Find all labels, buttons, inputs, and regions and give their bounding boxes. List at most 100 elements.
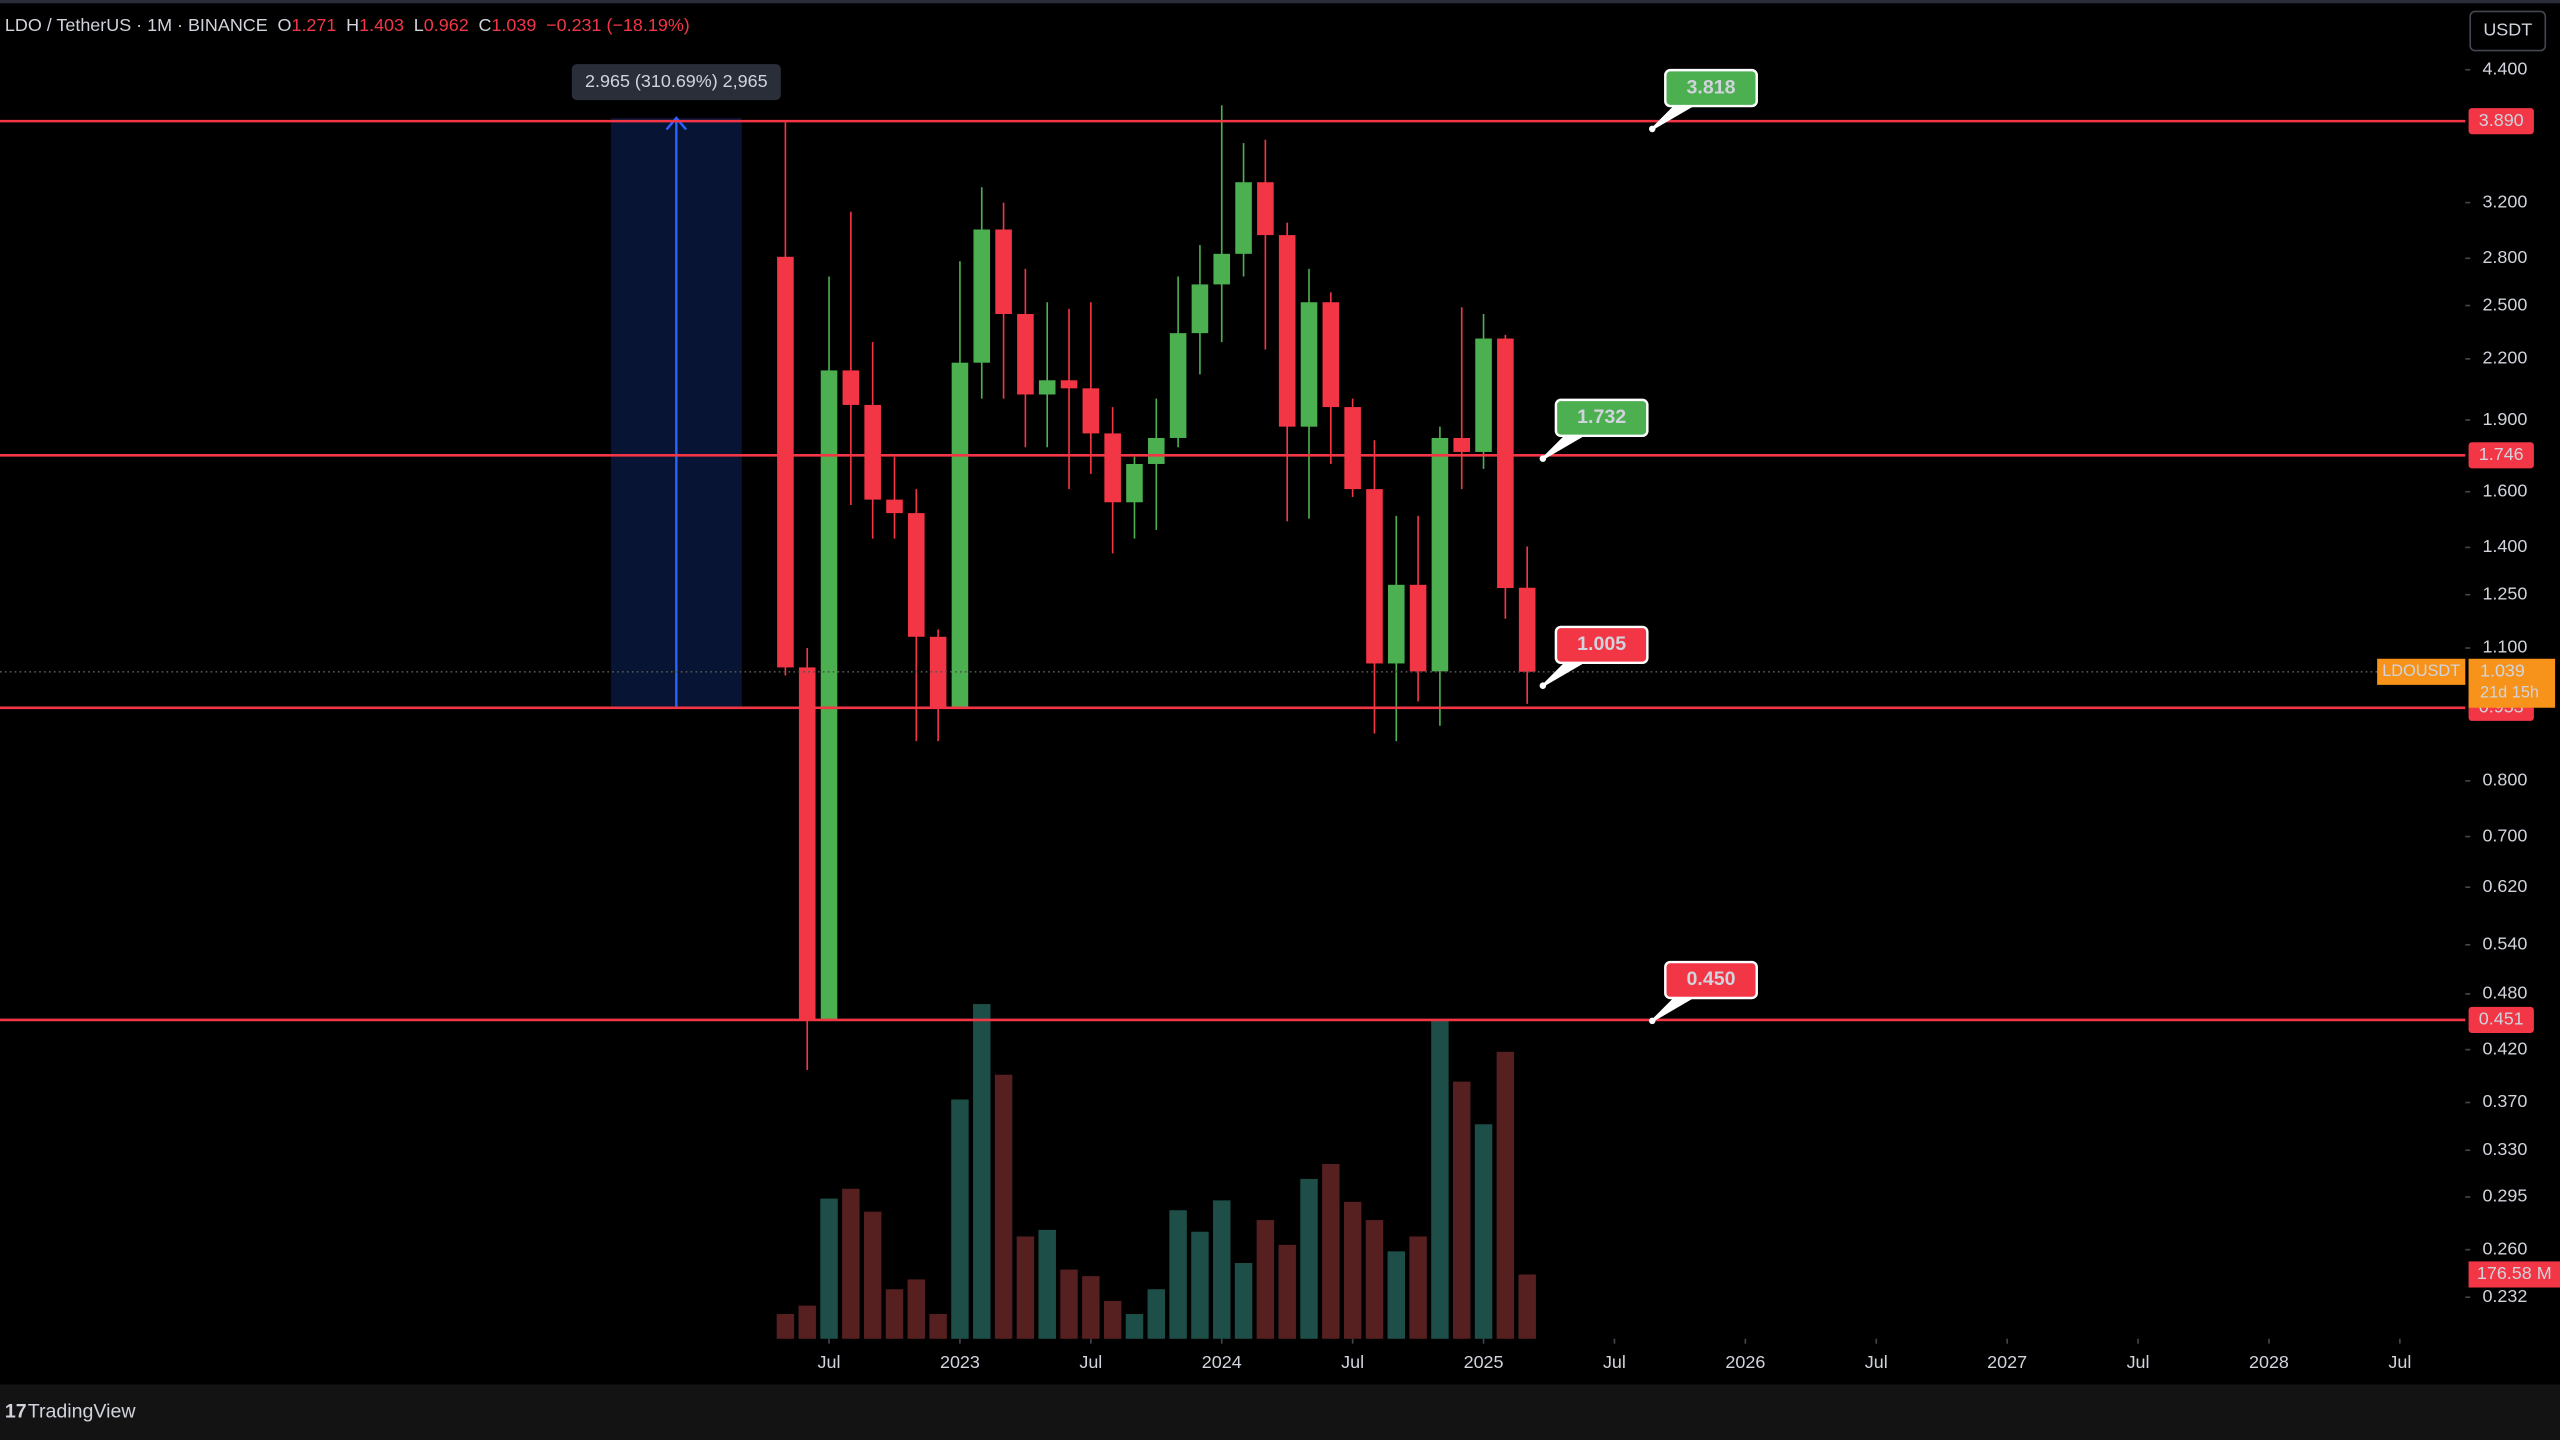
callout-label: 0.450 (1687, 968, 1736, 990)
candle-body (1322, 302, 1340, 408)
y-tick-label: 0.700 (2482, 825, 2527, 845)
candle-body (951, 362, 969, 708)
y-tick-label: 0.370 (2482, 1091, 2527, 1111)
x-tick-label: Jul (1865, 1352, 1888, 1372)
volume-bar (1300, 1178, 1318, 1339)
x-tick-label: Jul (1341, 1352, 1364, 1372)
x-tick-label: Jul (818, 1352, 841, 1372)
candle-body (798, 667, 816, 1021)
x-tick-label: Jul (1079, 1352, 1102, 1372)
candle-body (1038, 380, 1056, 395)
ohlc-value: 1.403 (359, 15, 404, 35)
volume-bar (1322, 1163, 1340, 1339)
top-border (0, 0, 2560, 4)
x-tick-label: Jul (1603, 1352, 1626, 1372)
last-price-symbol: LDOUSDT (2382, 662, 2460, 680)
volume-bar (907, 1279, 926, 1339)
ohlc-key: O (278, 15, 292, 35)
candle-body (1235, 182, 1252, 254)
currency-button[interactable] (2469, 10, 2547, 52)
currency[interactable]: USDT (2483, 20, 2532, 40)
volume-bar (820, 1198, 838, 1339)
level-axis-box (2468, 1006, 2534, 1033)
callout-box (1554, 398, 1649, 438)
candle-body (1104, 433, 1121, 503)
callout-anchor (1539, 455, 1547, 462)
candle-body (1475, 338, 1492, 452)
candle-body (1257, 182, 1274, 236)
candle-body (1300, 302, 1318, 427)
volume-bar (885, 1289, 904, 1339)
y-tick-label: 0.232 (2482, 1286, 2527, 1306)
candle-body (777, 256, 794, 668)
ohlc-key: C (478, 15, 491, 35)
candle-body (1453, 437, 1471, 452)
last-price-symbol-box (2377, 658, 2466, 685)
volume-bar (1191, 1231, 1209, 1339)
y-tick-label: 1.100 (2482, 637, 2527, 657)
volume-axis-box (2468, 1261, 2560, 1288)
volume-bar (1060, 1269, 1078, 1339)
last-price-box (2468, 658, 2556, 708)
volume-bar (1103, 1300, 1122, 1339)
volume-bar (863, 1211, 882, 1339)
volume-bar (1453, 1081, 1471, 1339)
volume-bar (1169, 1210, 1187, 1339)
x-tick-label: 2028 (2249, 1352, 2289, 1372)
y-tick-label: 2.800 (2482, 247, 2527, 267)
volume-bar (1016, 1236, 1035, 1339)
volume-bar (1343, 1201, 1362, 1339)
y-tick-label: 2.200 (2482, 348, 2527, 368)
y-tick-label: 1.400 (2482, 536, 2527, 556)
candle-body (842, 370, 860, 405)
volume-bar (1125, 1314, 1144, 1339)
candle-body (1366, 489, 1383, 664)
y-tick-label: 0.480 (2482, 983, 2527, 1003)
candle-body (1278, 235, 1296, 427)
change: −0.231 (−18.19%) (546, 15, 690, 35)
volume-bar (1234, 1263, 1253, 1339)
footer (0, 1384, 2560, 1440)
y-tick-label: 1.250 (2482, 583, 2527, 603)
volume-bar (776, 1314, 795, 1339)
level-axis-box (2468, 442, 2534, 469)
brand-icon: 17 (5, 1400, 27, 1422)
volume-bar (929, 1314, 947, 1339)
candle-body (995, 229, 1012, 314)
header: LDO / TetherUS · 1M · BINANCE O1.271 H1.40… (5, 15, 690, 35)
brand: TradingView (28, 1400, 137, 1422)
measure-label: 2.965 (310.69%) 2,965 (585, 71, 768, 91)
candle-body (1169, 333, 1187, 438)
y-tick-label: 0.800 (2482, 770, 2527, 790)
x-tick-label: Jul (2388, 1352, 2411, 1372)
ohlc-value: 1.271 (291, 15, 336, 35)
x-tick-label: 2024 (1202, 1352, 1242, 1372)
y-tick-label: 2.500 (2482, 294, 2527, 314)
candle-body (1497, 338, 1514, 589)
symbol: LDO / TetherUS · 1M · BINANCE (5, 15, 268, 35)
ohlc-key: H (346, 15, 359, 35)
volume-bar (1474, 1124, 1493, 1339)
y-tick-label: 0.620 (2482, 876, 2527, 896)
ohlc-value: 1.039 (491, 15, 536, 35)
candle-body (1518, 587, 1536, 672)
y-tick-label: 0.330 (2482, 1139, 2527, 1159)
y-tick-label: 0.295 (2482, 1186, 2527, 1206)
callout-label: 1.732 (1577, 406, 1626, 428)
y-tick-label: 0.420 (2482, 1038, 2527, 1058)
x-tick-label: Jul (2127, 1352, 2150, 1372)
candle-body (1082, 388, 1100, 434)
volume-bar (1278, 1244, 1296, 1339)
candle-body (1060, 380, 1078, 389)
candle-body (864, 404, 881, 500)
volume-bar (973, 1004, 991, 1339)
candle-body (1017, 313, 1034, 395)
measure-arrowhead (665, 116, 688, 131)
candle-body (886, 499, 903, 514)
candle-body (929, 636, 947, 708)
measure-label-box (571, 64, 781, 101)
candle-body (1213, 253, 1231, 285)
volume-bar (1213, 1200, 1231, 1339)
x-tick-label: 2023 (940, 1352, 980, 1372)
